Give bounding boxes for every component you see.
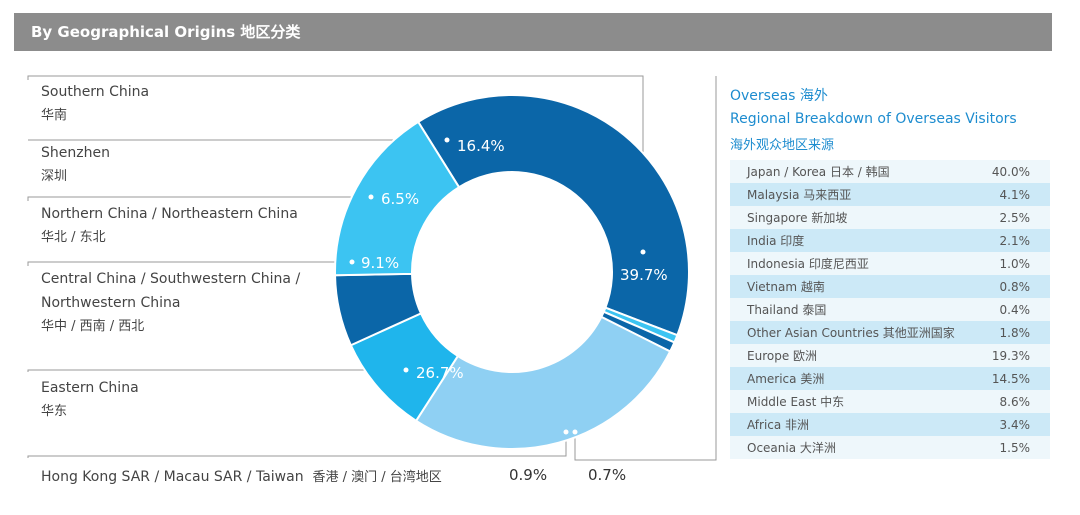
country-name: Malaysia 马来西亚 (730, 183, 985, 206)
country-name: Oceania 大洋洲 (730, 436, 985, 459)
label-eastern-en: Eastern China (41, 380, 139, 396)
country-value: 8.6% (984, 390, 1050, 413)
leader-line-central (27, 369, 406, 372)
table-row: Malaysia 马来西亚 4.1% (730, 183, 1050, 206)
label-shenzhen-zh: 深圳 (41, 169, 68, 184)
leader-line-overseas-frame (574, 76, 717, 461)
pct-overseas: 39.7% (620, 266, 668, 284)
country-value: 0.8% (984, 275, 1050, 298)
overseas-subtitle-zh: 海外观众地区来源 (730, 138, 835, 153)
table-row: India 印度 2.1% (730, 229, 1050, 252)
country-value: 2.1% (984, 229, 1050, 252)
pct-eastern: 26.7% (416, 364, 464, 382)
leader-dot (640, 249, 646, 255)
country-value: 0.4% (984, 298, 1050, 321)
label-central-en2: Northwestern China (41, 295, 181, 311)
country-value: 1.8% (984, 321, 1050, 344)
label-central-zh: 华中 / 西南 / 西北 (41, 319, 145, 334)
country-name: Japan / Korea 日本 / 韩国 (730, 160, 985, 183)
pct-unlabeled-small: 0.9% (509, 466, 548, 484)
label-central-en1: Central China / Southwestern China / (41, 271, 301, 287)
table-row: Singapore 新加坡 2.5% (730, 206, 1050, 229)
country-name: Africa 非洲 (730, 413, 985, 436)
label-southern-zh: 华南 (41, 108, 68, 123)
label-shenzhen: Shenzhen 深圳 (41, 141, 110, 189)
label-hk-en: Hong Kong SAR / Macau SAR / Taiwan (41, 469, 304, 485)
label-eastern-china: Eastern China 华东 (41, 376, 139, 424)
section-title: By Geographical Origins 地区分类 (31, 23, 301, 41)
table-row: Middle East 中东 8.6% (730, 390, 1050, 413)
country-name: Europe 欧洲 (730, 344, 985, 367)
label-hk-macau-taiwan: Hong Kong SAR / Macau SAR / Taiwan 香港 / … (41, 466, 442, 485)
pct-northern: 9.1% (361, 254, 399, 272)
country-name: Other Asian Countries 其他亚洲国家 (730, 321, 985, 344)
leader-dots (349, 137, 646, 435)
slice-percent-labels: 16.4% 6.5% 9.1% 26.7% 39.7% (361, 137, 668, 382)
label-eastern-zh: 华东 (41, 404, 68, 419)
table-row: Oceania 大洋洲 1.5% (730, 436, 1050, 459)
table-row: Thailand 泰国 0.4% (730, 298, 1050, 321)
country-name: Middle East 中东 (730, 390, 985, 413)
leader-dot (563, 429, 569, 435)
label-northern-zh: 华北 / 东北 (41, 230, 106, 245)
pct-southern: 16.4% (457, 137, 505, 155)
table-row: Europe 欧洲 19.3% (730, 344, 1050, 367)
country-name: Thailand 泰国 (730, 298, 985, 321)
overseas-breakdown-table: Japan / Korea 日本 / 韩国 40.0% Malaysia 马来西亚 4… (730, 160, 1050, 459)
slice-overseas (416, 94, 690, 337)
label-shenzhen-en: Shenzhen (41, 145, 110, 161)
label-northern-en: Northern China / Northeastern China (41, 206, 298, 222)
country-value: 19.3% (984, 344, 1050, 367)
country-name: Indonesia 印度尼西亚 (730, 252, 985, 275)
country-value: 3.4% (984, 413, 1050, 436)
leader-dot (349, 259, 355, 265)
pct-hk-small: 0.7% (588, 466, 627, 484)
table-row: Africa 非洲 3.4% (730, 413, 1050, 436)
country-value: 40.0% (984, 160, 1050, 183)
leader-dot (444, 137, 450, 143)
overseas-subtitle-en: Regional Breakdown of Overseas Visitors (730, 111, 1017, 127)
pct-shenzhen: 6.5% (381, 190, 419, 208)
donut-slices (334, 94, 690, 450)
country-value: 2.5% (984, 206, 1050, 229)
country-value: 4.1% (984, 183, 1050, 206)
overseas-title: Overseas 海外 (730, 88, 828, 104)
table-row: Japan / Korea 日本 / 韩国 40.0% (730, 160, 1050, 183)
country-name: India 印度 (730, 229, 985, 252)
table-row: America 美洲 14.5% (730, 367, 1050, 390)
leader-line-eastern (27, 432, 567, 458)
label-hk-zh: 香港 / 澳门 / 台湾地区 (312, 470, 442, 485)
leader-dot (368, 194, 374, 200)
label-southern-en: Southern China (41, 84, 150, 100)
country-name: Singapore 新加坡 (730, 206, 985, 229)
label-southern-china: Southern China 华南 (41, 80, 149, 128)
country-name: America 美洲 (730, 367, 985, 390)
leader-line-shenzhen (27, 196, 371, 201)
country-value: 14.5% (984, 367, 1050, 390)
label-northern-china: Northern China / Northeastern China 华北 /… (41, 202, 298, 250)
label-central-china: Central China / Southwestern China / Nor… (41, 267, 300, 339)
leader-dot (572, 429, 578, 435)
table-row: Other Asian Countries 其他亚洲国家 1.8% (730, 321, 1050, 344)
country-name: Vietnam 越南 (730, 275, 985, 298)
table-row: Indonesia 印度尼西亚 1.0% (730, 252, 1050, 275)
country-value: 1.5% (984, 436, 1050, 459)
slice-southern (334, 120, 461, 277)
slice-eastern (414, 315, 672, 450)
leader-dot (403, 367, 409, 373)
country-value: 1.0% (984, 252, 1050, 275)
table-row: Vietnam 越南 0.8% (730, 275, 1050, 298)
section-header: By Geographical Origins 地区分类 (14, 13, 1052, 51)
leader-line-northern (27, 261, 352, 266)
